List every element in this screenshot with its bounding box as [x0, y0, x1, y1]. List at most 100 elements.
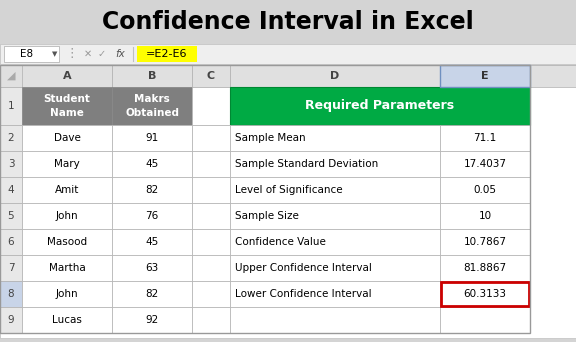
Bar: [22, 87, 112, 125]
Bar: [230, 125, 440, 151]
Text: John: John: [56, 289, 78, 299]
Bar: [440, 281, 530, 307]
Bar: [230, 307, 440, 333]
Text: Amit: Amit: [55, 185, 79, 195]
Text: 0.05: 0.05: [473, 185, 497, 195]
Bar: [192, 229, 230, 255]
Text: 60.3133: 60.3133: [464, 289, 506, 299]
Text: ✕: ✕: [84, 49, 92, 59]
Bar: [0, 203, 22, 229]
Text: ◢: ◢: [7, 71, 15, 81]
Bar: [112, 307, 192, 333]
Bar: [0, 44, 576, 64]
Text: Upper Confidence Interval: Upper Confidence Interval: [235, 263, 372, 273]
Text: Sample Mean: Sample Mean: [235, 133, 306, 143]
Text: ⋮: ⋮: [66, 48, 78, 61]
Bar: [192, 125, 230, 151]
Text: 82: 82: [145, 289, 158, 299]
Bar: [0, 151, 22, 177]
Bar: [0, 255, 22, 281]
Bar: [440, 203, 530, 229]
Text: 17.4037: 17.4037: [464, 159, 506, 169]
Bar: [22, 281, 112, 307]
Bar: [112, 151, 192, 177]
Bar: [0, 125, 22, 151]
Text: Masood: Masood: [47, 237, 87, 247]
Text: E: E: [481, 71, 489, 81]
Bar: [112, 125, 192, 151]
Text: 45: 45: [145, 159, 158, 169]
Bar: [22, 125, 112, 151]
Text: C: C: [207, 71, 215, 81]
Bar: [112, 177, 192, 203]
Text: 81.8867: 81.8867: [464, 263, 506, 273]
Text: Required Parameters: Required Parameters: [305, 100, 454, 113]
Text: 63: 63: [145, 263, 158, 273]
Bar: [440, 65, 530, 87]
Text: John: John: [56, 211, 78, 221]
Bar: [230, 151, 440, 177]
Bar: [192, 281, 230, 307]
Bar: [112, 281, 192, 307]
Bar: [230, 87, 530, 125]
Text: 45: 45: [145, 237, 158, 247]
Bar: [192, 177, 230, 203]
Bar: [0, 229, 22, 255]
Text: 71.1: 71.1: [473, 133, 497, 143]
Text: 8: 8: [7, 289, 14, 299]
Text: Confidence Value: Confidence Value: [235, 237, 326, 247]
Bar: [440, 151, 530, 177]
Text: E8: E8: [20, 49, 33, 59]
Text: E: E: [481, 71, 489, 81]
Bar: [230, 255, 440, 281]
Bar: [22, 151, 112, 177]
Text: Martha: Martha: [48, 263, 85, 273]
Text: 4: 4: [7, 185, 14, 195]
Bar: [192, 255, 230, 281]
Bar: [440, 125, 530, 151]
Bar: [22, 177, 112, 203]
Text: Confidence Interval in Excel: Confidence Interval in Excel: [102, 10, 474, 34]
Bar: [112, 203, 192, 229]
Text: 6: 6: [7, 237, 14, 247]
Text: fx: fx: [115, 49, 125, 59]
Bar: [230, 203, 440, 229]
Text: 7: 7: [7, 263, 14, 273]
Text: Dave: Dave: [54, 133, 81, 143]
Bar: [0, 65, 576, 87]
Bar: [230, 281, 440, 307]
Bar: [440, 65, 530, 87]
Bar: [0, 87, 22, 125]
Bar: [0, 65, 530, 333]
Text: Student
Name: Student Name: [44, 94, 90, 118]
Text: 1: 1: [7, 101, 14, 111]
Bar: [112, 65, 192, 87]
Text: 91: 91: [145, 133, 158, 143]
Bar: [4, 46, 59, 62]
Bar: [230, 65, 440, 87]
Bar: [22, 65, 112, 87]
Text: Level of Significance: Level of Significance: [235, 185, 343, 195]
Text: 10.7867: 10.7867: [464, 237, 506, 247]
Bar: [22, 307, 112, 333]
Bar: [22, 255, 112, 281]
Bar: [192, 203, 230, 229]
Text: 10: 10: [479, 211, 491, 221]
Bar: [0, 281, 22, 307]
Bar: [0, 65, 576, 338]
Text: Makrs
Obtained: Makrs Obtained: [125, 94, 179, 118]
Text: 82: 82: [145, 185, 158, 195]
Text: Mary: Mary: [54, 159, 80, 169]
Bar: [112, 229, 192, 255]
Text: Lucas: Lucas: [52, 315, 82, 325]
Bar: [230, 229, 440, 255]
Bar: [22, 229, 112, 255]
Bar: [441, 282, 529, 306]
Bar: [440, 229, 530, 255]
Text: 3: 3: [7, 159, 14, 169]
Bar: [137, 46, 197, 62]
Bar: [0, 307, 22, 333]
Text: 9: 9: [7, 315, 14, 325]
Bar: [192, 87, 230, 125]
Text: 76: 76: [145, 211, 158, 221]
